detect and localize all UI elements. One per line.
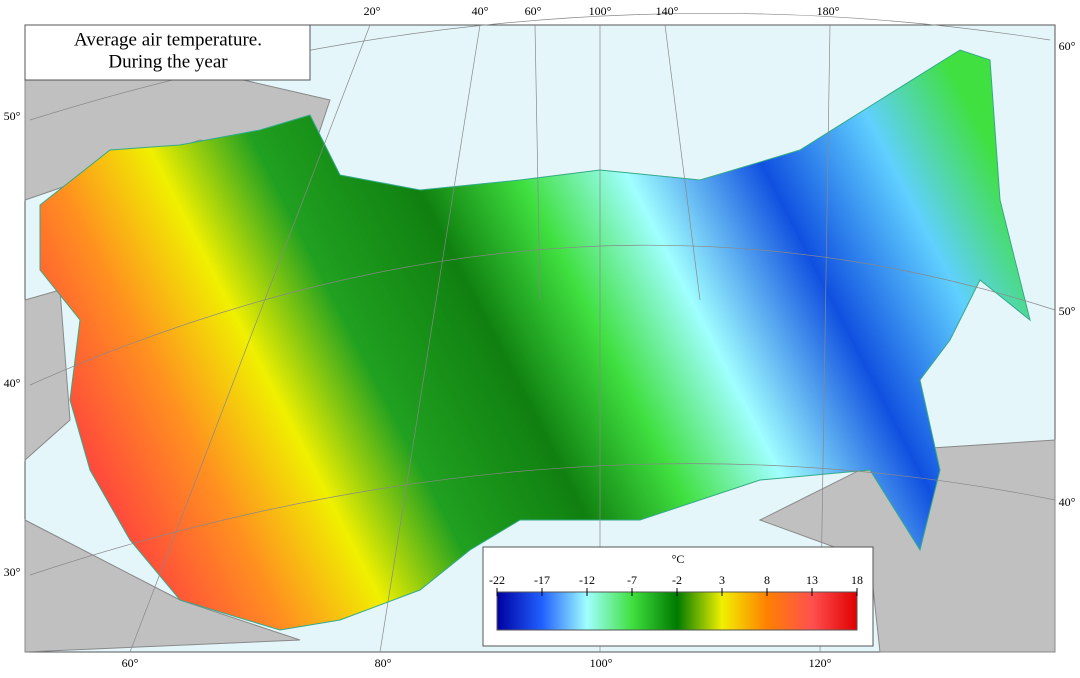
colorbar [496,591,858,631]
legend-tick-label: 8 [764,573,770,587]
graticule-label: 80° [375,656,392,670]
legend-tick-label: -2 [672,573,682,587]
graticule-label: 140° [656,4,679,18]
temperature-field [39,49,1031,631]
legend-tick-label: 3 [719,573,725,587]
graticule-label: 100° [589,4,612,18]
graticule-label: 100° [590,656,613,670]
graticule-label: 120° [809,656,832,670]
title-box [24,24,311,81]
graticule-label: 20° [364,4,381,18]
graticule-label: 40° [472,4,489,18]
graticule-label: 50° [1059,304,1076,318]
legend-tick-label: -17 [534,573,550,587]
graticule-label: 30° [4,565,21,579]
title-line: During the year [108,51,228,72]
legend-unit: °C [672,552,685,566]
graticule-label: 60° [525,4,542,18]
legend-tick-label: 13 [806,573,818,587]
graticule-label: 180° [817,4,840,18]
legend-tick-label: -12 [579,573,595,587]
graticule-label: 60° [122,656,139,670]
legend-tick-label: 18 [851,573,863,587]
legend-tick-label: -7 [627,573,637,587]
title-line: Average air temperature. [74,29,262,50]
graticule-label: 40° [1059,495,1076,509]
legend-tick-label: -22 [489,573,505,587]
graticule-label: 40° [4,376,21,390]
graticule-label: 50° [4,109,21,123]
graticule-label: 60° [1059,39,1076,53]
